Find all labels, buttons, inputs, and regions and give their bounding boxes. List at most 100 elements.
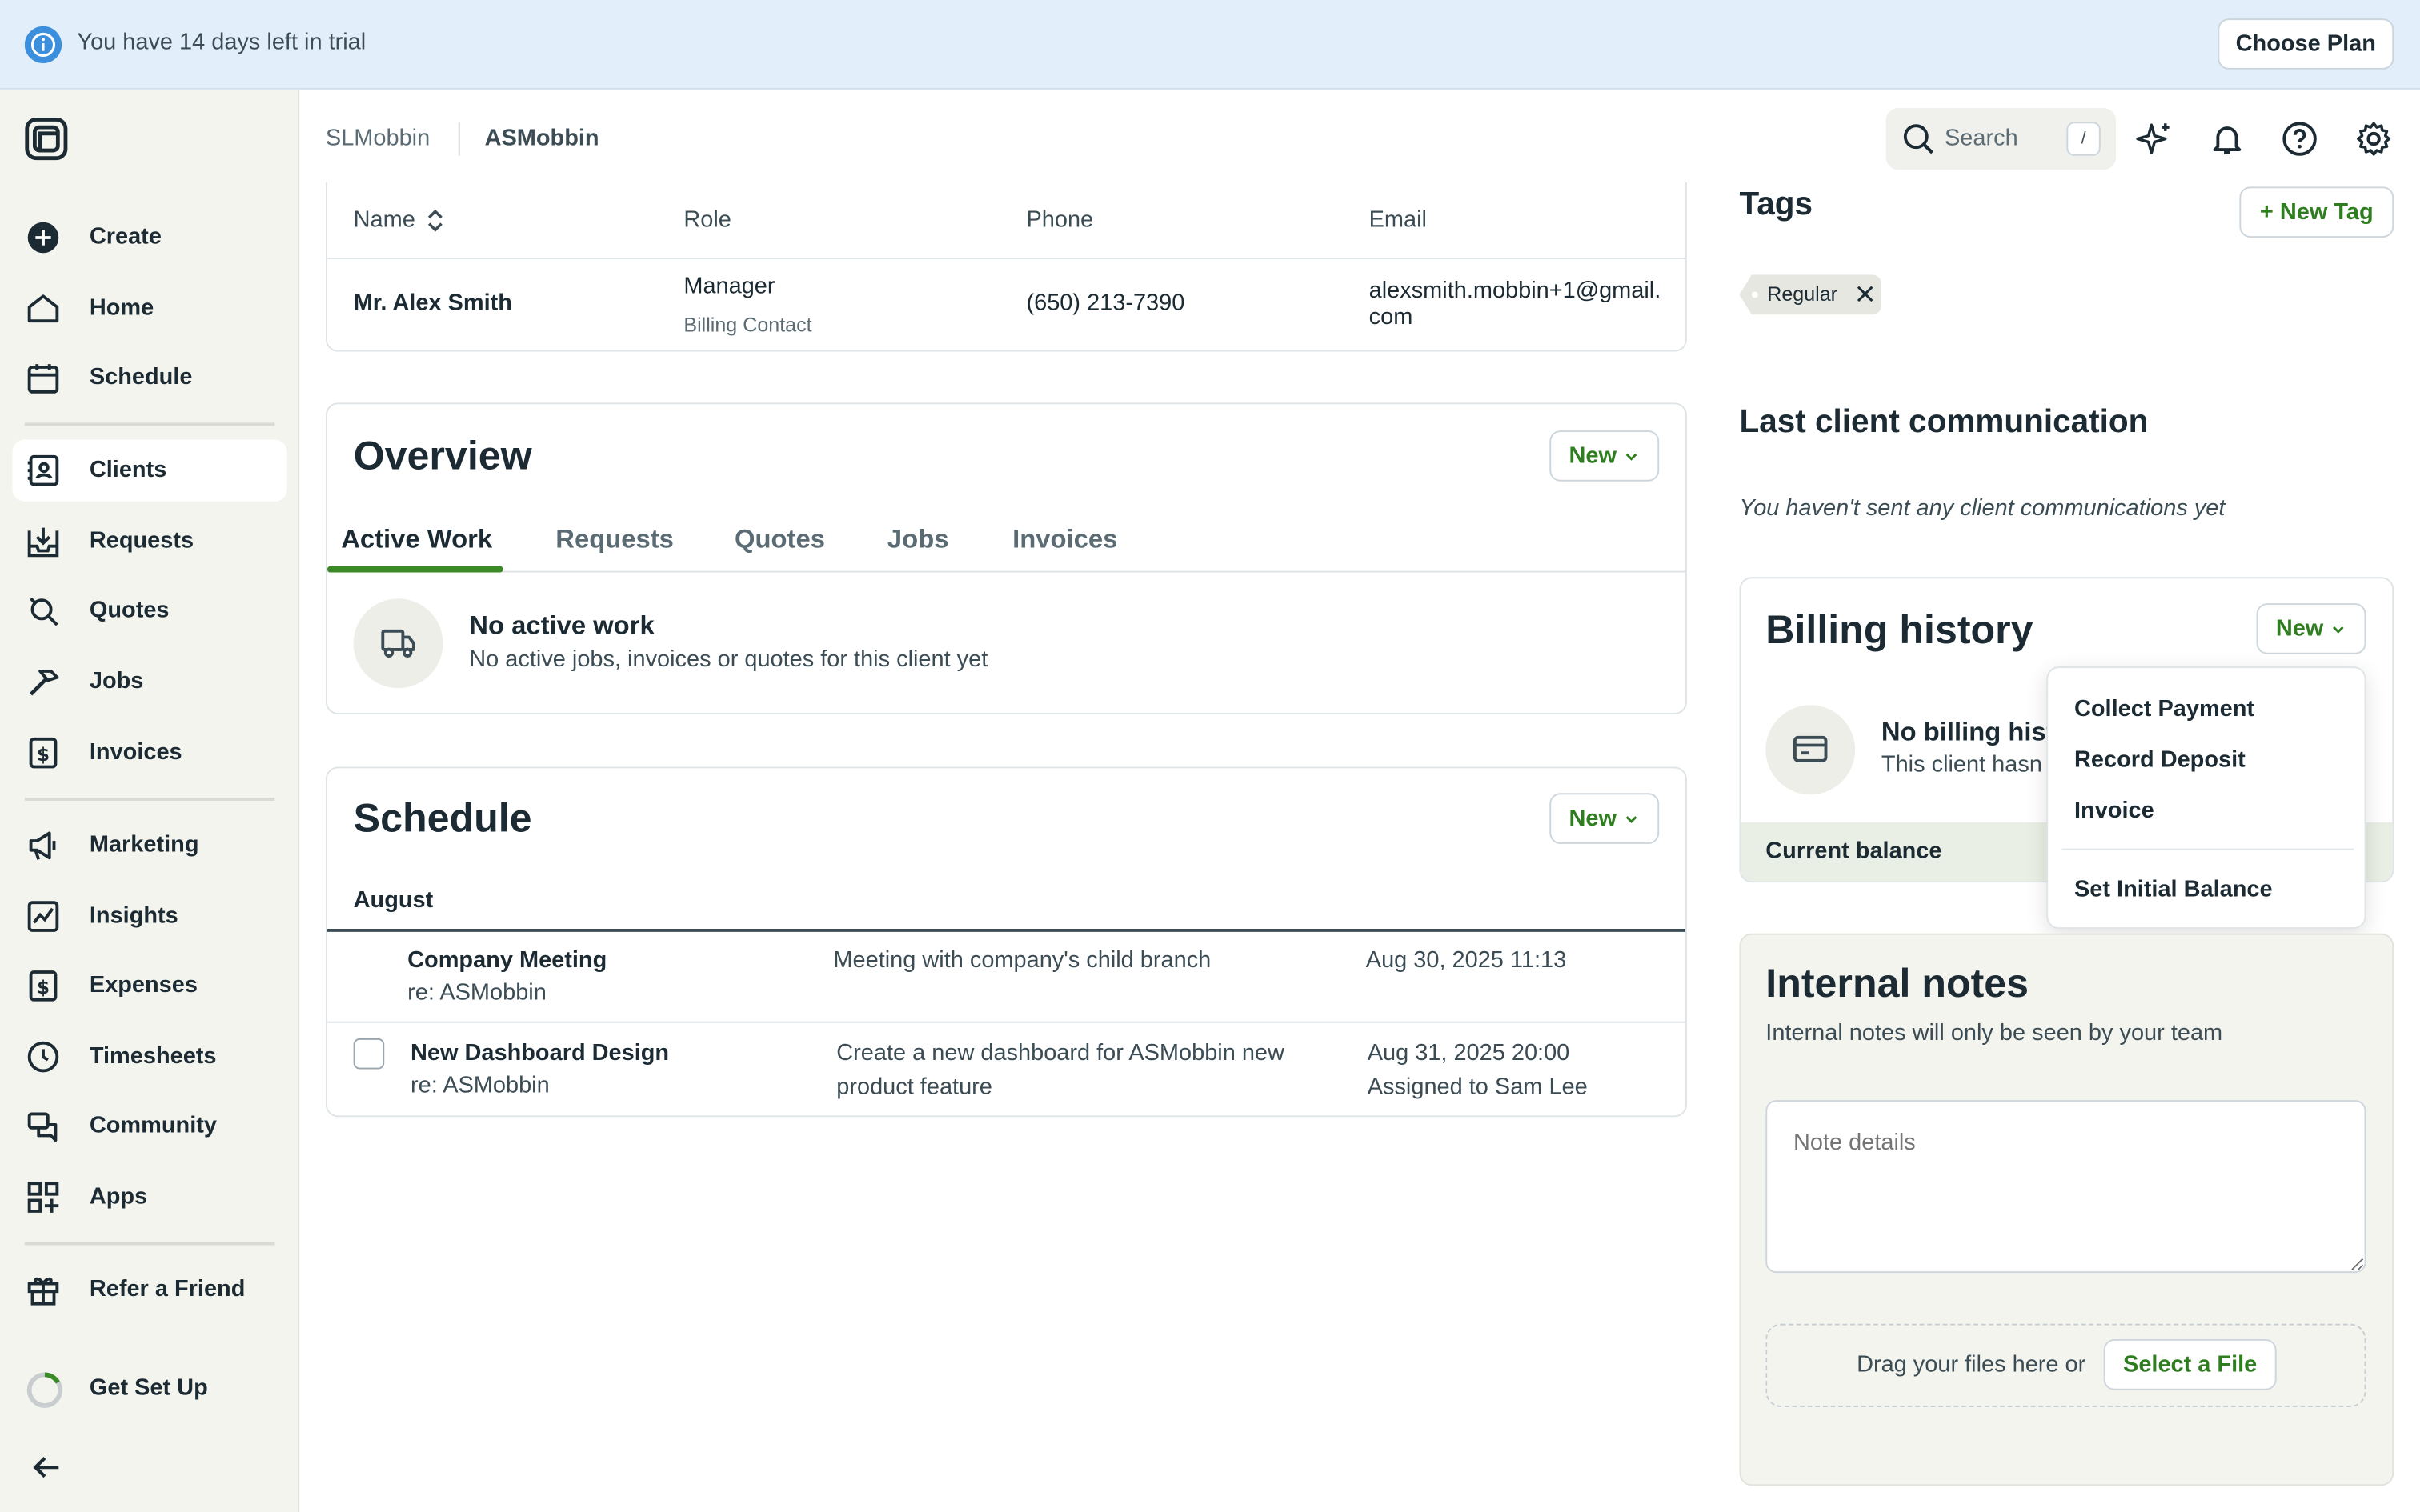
sidebar-item-label: Insights <box>89 902 178 929</box>
menu-item-set-initial-balance[interactable]: Set Initial Balance <box>2073 876 2273 903</box>
contact-role-sub: Billing Contact <box>683 313 812 337</box>
column-header-role: Role <box>683 206 731 234</box>
schedule-item-desc: Create a new dashboard for ASMobbin new <box>836 1039 1284 1066</box>
column-header-name[interactable]: Name <box>353 206 415 234</box>
remove-tag-icon[interactable] <box>1855 284 1875 304</box>
tab-requests[interactable]: Requests <box>555 524 674 554</box>
sidebar-item-marketing[interactable]: Marketing <box>12 814 286 876</box>
bell-icon[interactable] <box>2209 120 2246 157</box>
sparkle-icon[interactable] <box>2136 120 2173 157</box>
column-header-phone: Phone <box>1026 206 1094 234</box>
sidebar-item-label: Refer a Friend <box>89 1275 246 1302</box>
file-dropzone[interactable] <box>1765 1323 2366 1407</box>
select-file-button[interactable]: Select a File <box>2103 1338 2277 1390</box>
inbox-icon <box>26 525 60 558</box>
progress-ring-icon <box>26 1371 63 1408</box>
menu-item-record-deposit[interactable]: Record Deposit <box>2073 746 2246 774</box>
help-icon[interactable] <box>2281 120 2318 157</box>
sidebar-item-label: Marketing <box>89 831 199 858</box>
schedule-item-date: Aug 30, 2025 11:13 <box>1365 947 1567 974</box>
search-icon <box>1901 122 1935 155</box>
active-tab-indicator <box>327 566 503 573</box>
task-checkbox[interactable] <box>353 1038 385 1070</box>
schedule-item-title: Company Meeting <box>407 947 607 974</box>
schedule-item-assignee: Assigned to Sam Lee <box>1367 1074 1588 1101</box>
sidebar-item-label: Requests <box>89 527 194 554</box>
clients-icon <box>26 454 60 487</box>
quote-icon <box>26 594 60 627</box>
app-logo[interactable] <box>25 118 68 161</box>
dropzone-text: Drag your files here or <box>1857 1351 2086 1378</box>
calendar-icon <box>26 361 60 394</box>
note-details-input[interactable] <box>1765 1100 2366 1274</box>
expense-icon: $ <box>26 969 60 1002</box>
sidebar-item-get-set-up[interactable]: Get Set Up <box>12 1358 286 1419</box>
chevron-down-icon <box>2333 625 2345 633</box>
sidebar-divider <box>24 1242 275 1246</box>
sidebar-item-timesheets[interactable]: Timesheets <box>12 1026 286 1087</box>
sidebar-item-home[interactable]: Home <box>12 278 286 339</box>
schedule-title: Schedule <box>353 794 532 842</box>
schedule-new-button[interactable]: New <box>1549 793 1660 844</box>
schedule-item-title: New Dashboard Design <box>410 1039 670 1066</box>
schedule-item-desc2: product feature <box>836 1074 992 1101</box>
trial-banner: You have 14 days left in trial Choose Pl… <box>0 0 2420 90</box>
menu-item-collect-payment[interactable]: Collect Payment <box>2073 695 2255 722</box>
overview-title: Overview <box>353 431 532 478</box>
choose-plan-button[interactable]: Choose Plan <box>2218 18 2394 70</box>
schedule-card <box>325 766 1687 1118</box>
sidebar-item-expenses[interactable]: $ Expenses <box>12 955 286 1017</box>
sidebar-item-label: Apps <box>89 1183 148 1210</box>
menu-item-invoice[interactable]: Invoice <box>2073 798 2154 824</box>
sidebar: Create Home Schedule Clients Requests Qu… <box>0 89 300 1512</box>
sidebar-item-label: Home <box>89 294 154 322</box>
contacts-table <box>325 182 1687 352</box>
sidebar-item-schedule[interactable]: Schedule <box>12 347 286 409</box>
communication-empty: You haven't sent any client communicatio… <box>1739 495 2226 522</box>
schedule-item-desc: Meeting with company's child branch <box>833 947 1212 974</box>
sort-icon[interactable] <box>426 208 444 233</box>
breadcrumb-separator <box>458 122 460 156</box>
sidebar-divider <box>24 422 275 426</box>
billing-empty-text: This client hasn <box>1881 751 2042 778</box>
tab-quotes[interactable]: Quotes <box>734 524 825 554</box>
tab-jobs[interactable]: Jobs <box>887 524 949 554</box>
sidebar-item-insights[interactable]: Insights <box>12 886 286 947</box>
home-icon <box>26 291 60 325</box>
chevron-down-icon <box>1626 452 1638 460</box>
sidebar-item-community[interactable]: Community <box>12 1095 286 1157</box>
gear-icon[interactable] <box>2355 120 2392 157</box>
sidebar-item-label: Create <box>89 223 162 250</box>
menu-divider <box>2061 848 2354 850</box>
sidebar-item-label: Jobs <box>89 668 144 694</box>
sidebar-item-jobs[interactable]: Jobs <box>12 651 286 713</box>
sidebar-item-quotes[interactable]: Quotes <box>12 580 286 642</box>
collapse-sidebar-icon[interactable] <box>30 1450 63 1484</box>
tab-invoices[interactable]: Invoices <box>1012 524 1118 554</box>
invoice-icon: $ <box>26 736 60 770</box>
tag-hole <box>1751 291 1758 298</box>
apps-icon <box>26 1180 60 1214</box>
notes-subtitle: Internal notes will only be seen by your… <box>1765 1019 2223 1046</box>
sidebar-item-label: Clients <box>89 456 167 483</box>
sidebar-item-create[interactable]: Create <box>12 206 286 268</box>
schedule-item-sub: re: ASMobbin <box>407 979 547 1006</box>
sidebar-item-label: Get Set Up <box>89 1374 208 1402</box>
info-icon <box>24 26 62 64</box>
breadcrumb-parent[interactable]: SLMobbin <box>325 125 431 151</box>
month-divider <box>327 928 1685 932</box>
sidebar-item-clients[interactable]: Clients <box>12 439 287 502</box>
sidebar-item-refer[interactable]: Refer a Friend <box>12 1259 286 1321</box>
tag-chip <box>1739 274 1881 315</box>
sidebar-item-invoices[interactable]: $ Invoices <box>12 722 286 784</box>
overview-new-button[interactable]: New <box>1549 430 1660 482</box>
new-tag-button[interactable]: + New Tag <box>2239 186 2394 238</box>
sidebar-item-apps[interactable]: Apps <box>12 1166 286 1228</box>
tabs-divider <box>327 570 1685 573</box>
chevron-down-icon <box>1626 815 1638 823</box>
billing-new-button[interactable]: New <box>2256 603 2366 654</box>
schedule-month: August <box>353 886 434 914</box>
sidebar-item-label: Timesheets <box>89 1042 217 1070</box>
tab-active-work[interactable]: Active Work <box>341 524 493 554</box>
sidebar-item-requests[interactable]: Requests <box>12 510 286 572</box>
